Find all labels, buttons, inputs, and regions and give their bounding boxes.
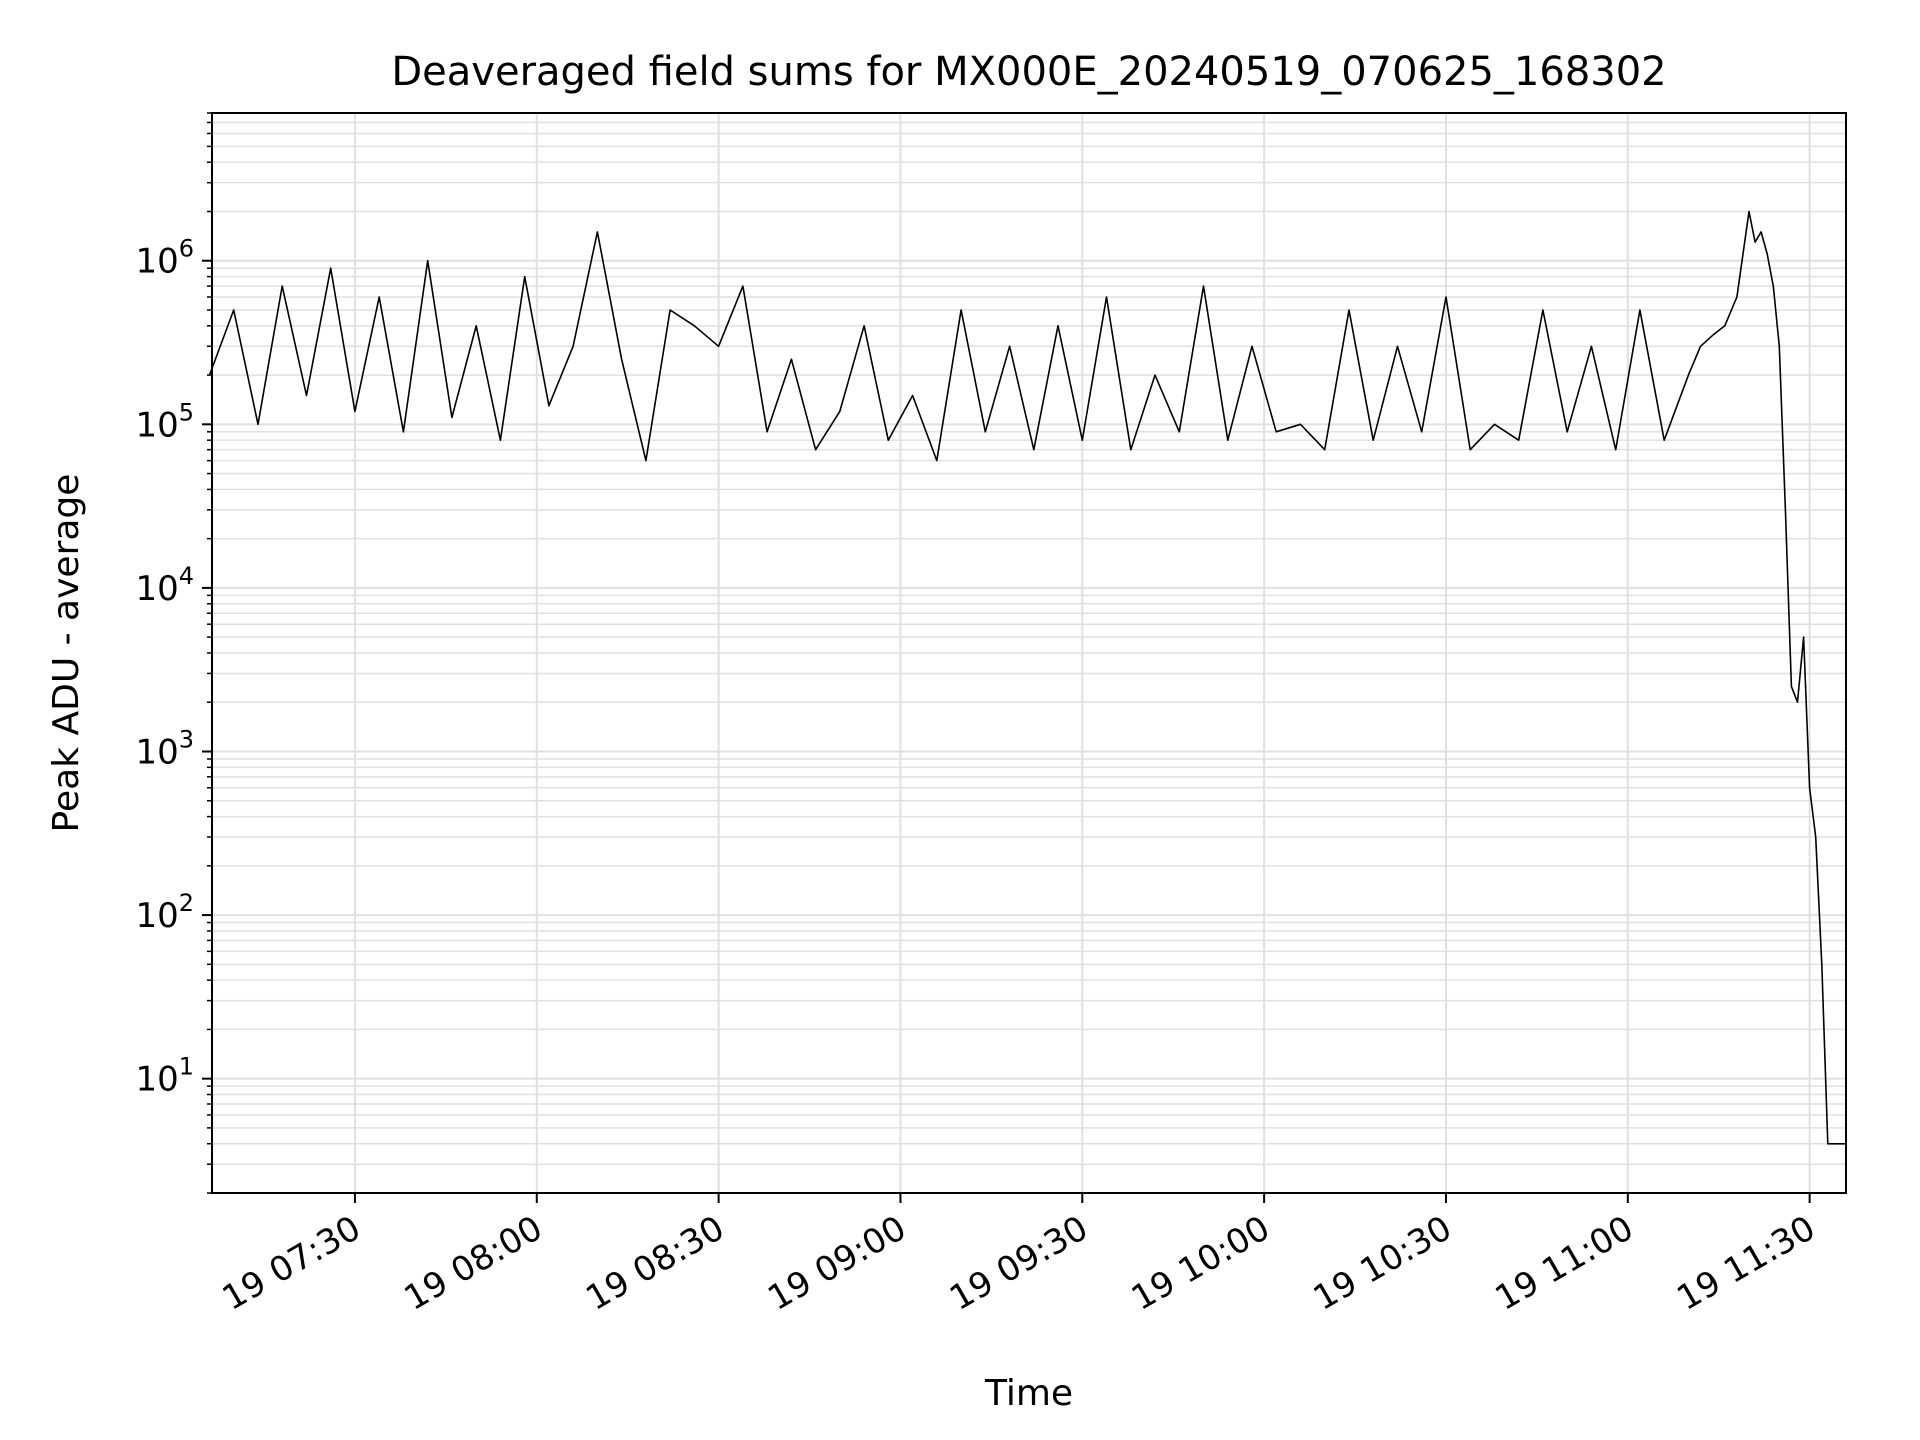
series-line [208,210,1846,1145]
chart-title: Deaveraged field sums for MX000E_2024051… [391,49,1666,95]
y-tick-label: 104 [135,562,194,609]
y-tick-label: 106 [135,235,194,282]
y-tick-label: 102 [135,889,194,936]
y-axis-ticks: 101 102 103 104 105 106 [135,112,212,1194]
major-grid [212,113,1846,1193]
x-axis-label: Time [984,1373,1073,1414]
y-tick-label: 101 [135,1053,194,1100]
y-tick-label: 105 [135,398,194,445]
y-axis-label: Peak ADU - average [46,474,87,833]
y-tick-label: 103 [135,725,194,772]
minor-grid [212,112,1846,1194]
